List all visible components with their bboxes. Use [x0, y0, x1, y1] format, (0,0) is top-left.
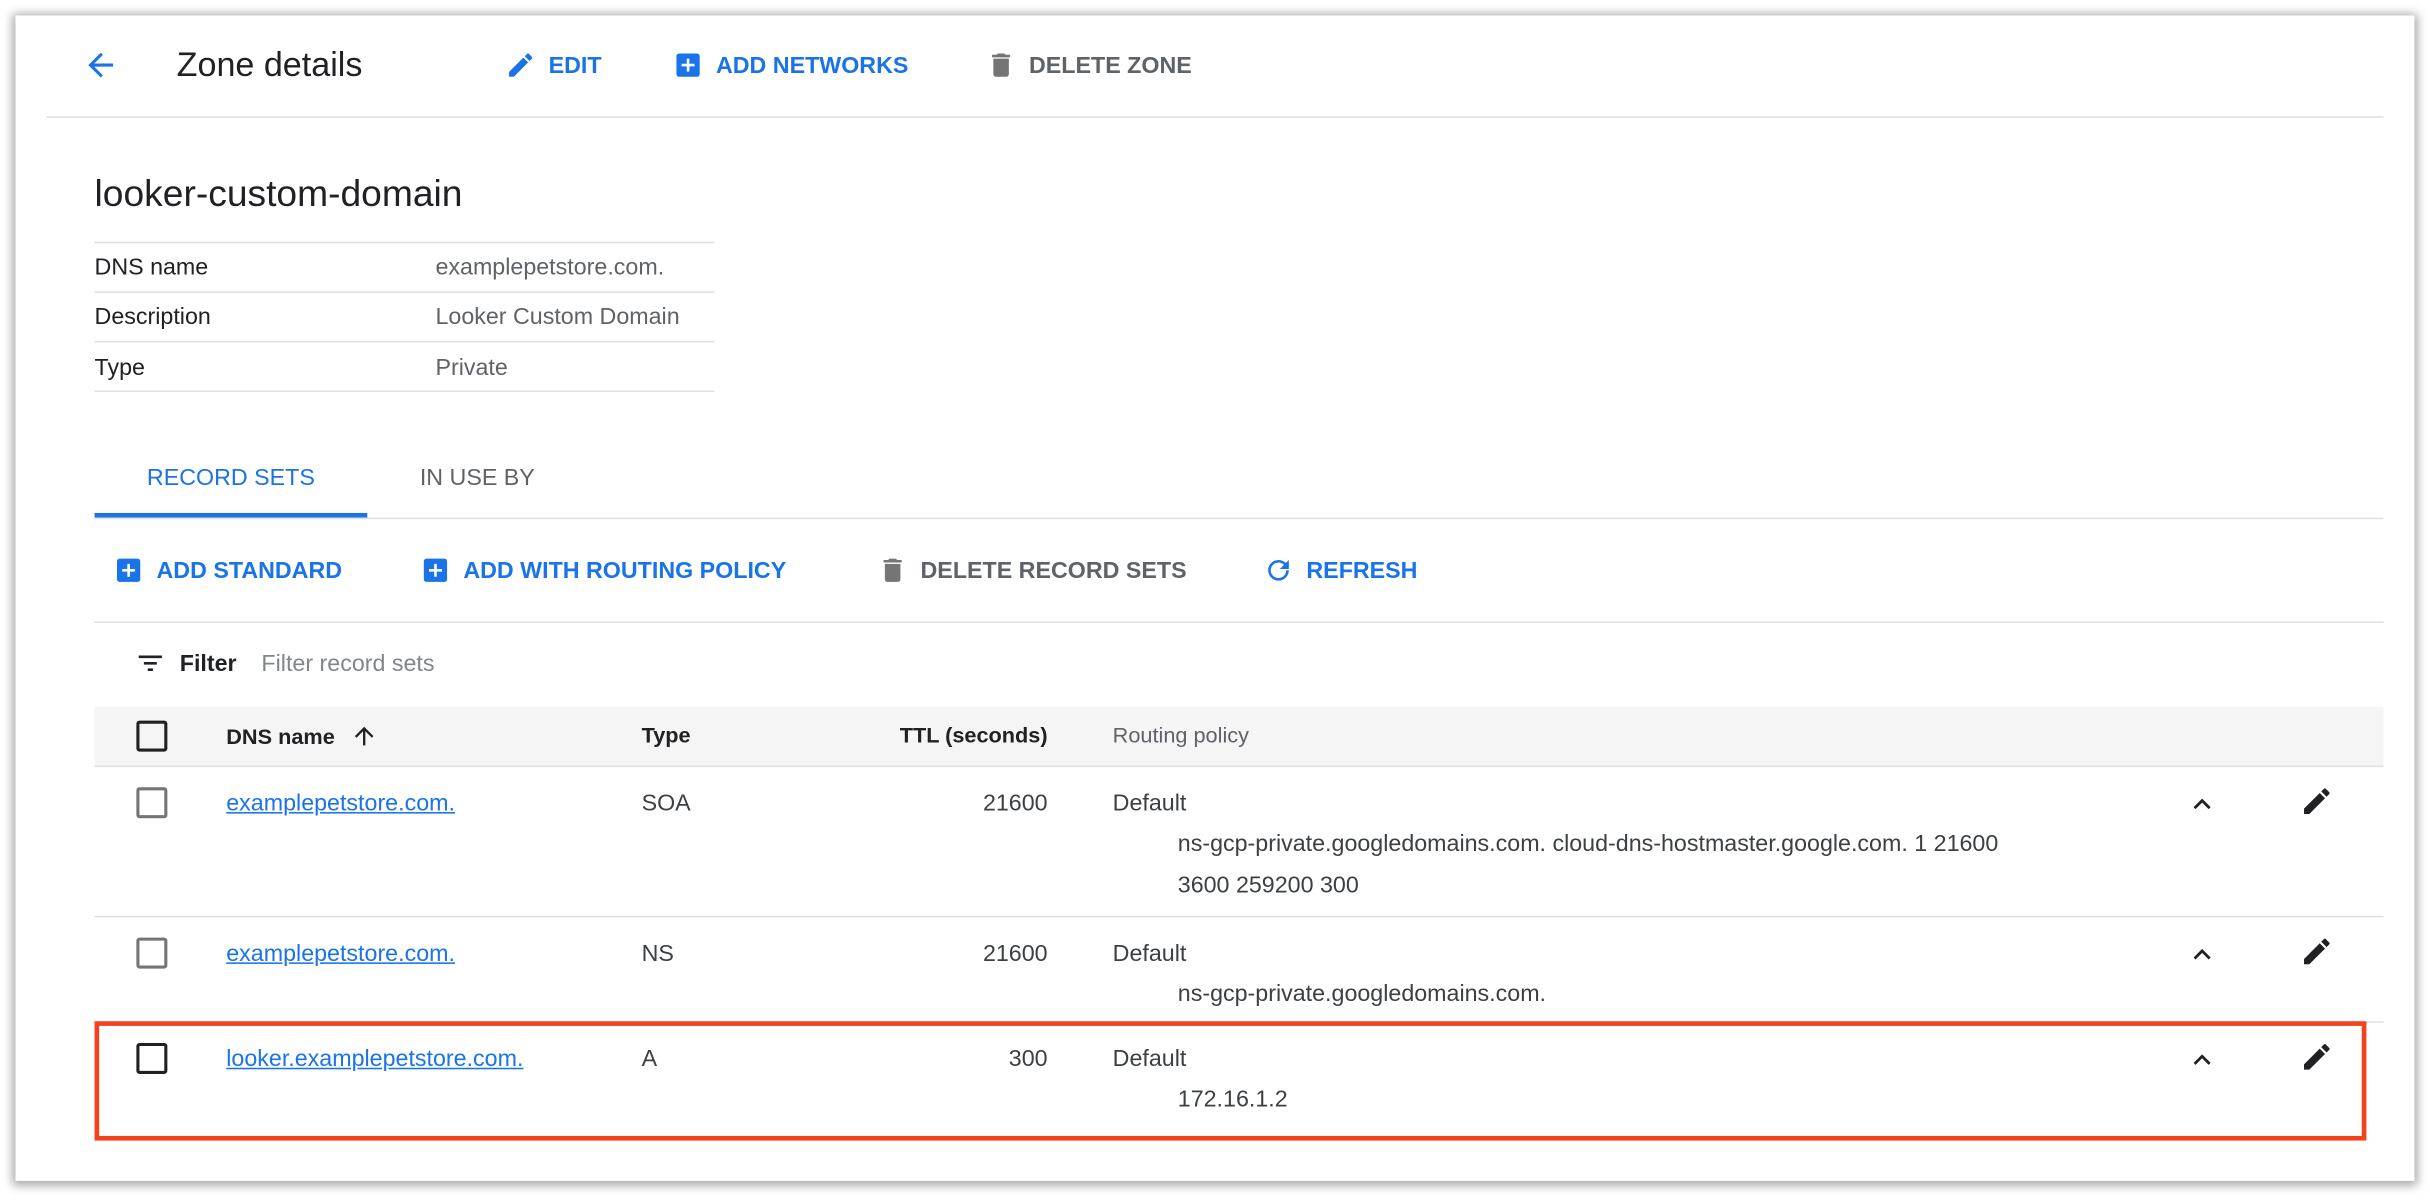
trash-icon — [883, 558, 902, 582]
back-button[interactable] — [81, 46, 121, 83]
filter-label: Filter — [179, 650, 237, 677]
column-label: DNS name — [226, 723, 335, 749]
highlight-box — [94, 1021, 2367, 1141]
row-checkbox[interactable] — [136, 787, 168, 819]
delete-zone-label: DELETE ZONE — [1029, 51, 1192, 79]
actions-divider — [94, 621, 2384, 623]
zone-details-window — [15, 15, 2415, 1181]
add-standard-label: ADD STANDARD — [156, 557, 343, 584]
row-checkbox[interactable] — [136, 937, 168, 969]
chevron-up-icon — [2193, 948, 2211, 960]
routing-policy: Default — [1112, 790, 1187, 817]
pencil-icon — [2304, 788, 2330, 814]
pencil-icon — [509, 53, 533, 77]
detail-label: Type — [94, 354, 145, 382]
arrow-back-icon — [88, 52, 114, 78]
column-ttl[interactable]: TTL (seconds) — [899, 722, 1048, 747]
routing-policy: Default — [1112, 1046, 1187, 1073]
detail-value: Looker Custom Domain — [435, 303, 680, 331]
column-type[interactable]: Type — [641, 722, 691, 747]
detail-label: Description — [94, 303, 211, 331]
arrow-up-icon — [354, 726, 374, 746]
edit-label: EDIT — [548, 51, 602, 79]
record-data: ns-gcp-private.googledomains.com. — [1177, 980, 1547, 1008]
header-divider — [46, 116, 2384, 118]
add-box-icon — [117, 558, 141, 582]
trash-icon — [992, 53, 1011, 77]
routing-policy: Default — [1112, 940, 1187, 968]
add-with-routing-policy-button[interactable]: ADD WITH ROUTING POLICY — [420, 555, 786, 586]
add-standard-button[interactable]: ADD STANDARD — [113, 555, 342, 586]
page-title: Zone details — [176, 44, 363, 84]
dns-name-link[interactable]: examplepetstore.com. — [226, 940, 455, 968]
record-ttl: 21600 — [982, 940, 1048, 968]
delete-zone-button[interactable]: DELETE ZONE — [986, 50, 1192, 81]
collapse-button[interactable] — [2185, 787, 2219, 821]
record-ttl: 21600 — [982, 790, 1048, 817]
edit-record-button[interactable] — [2300, 934, 2334, 968]
row-checkbox[interactable] — [136, 1042, 168, 1074]
chevron-up-icon — [2193, 1054, 2211, 1065]
row-divider — [94, 915, 2384, 918]
detail-value: examplepetstore.com. — [435, 254, 665, 281]
edit-record-button[interactable] — [2300, 1040, 2334, 1074]
dns-name-link[interactable]: examplepetstore.com. — [226, 790, 455, 817]
record-type: SOA — [641, 790, 691, 817]
refresh-label: REFRESH — [1306, 557, 1418, 584]
record-data: 3600 259200 300 — [1177, 872, 1359, 899]
select-all-checkbox[interactable] — [136, 720, 168, 752]
filter-bar[interactable]: Filter Filter record sets — [133, 648, 435, 679]
collapse-button[interactable] — [2185, 1043, 2219, 1077]
table-header — [94, 706, 2384, 768]
tabs-divider — [94, 517, 2384, 520]
filter-icon — [138, 655, 162, 672]
chevron-up-icon — [2193, 798, 2211, 810]
add-routing-label: ADD WITH ROUTING POLICY — [463, 557, 787, 584]
delete-records-label: DELETE RECORD SETS — [920, 557, 1187, 584]
details-divider — [94, 340, 715, 343]
filter-input[interactable]: Filter record sets — [261, 650, 435, 677]
details-divider — [94, 291, 715, 293]
record-data: ns-gcp-private.googledomains.com. cloud-… — [1177, 830, 1999, 857]
add-networks-label: ADD NETWORKS — [715, 51, 909, 79]
column-dns-name[interactable]: DNS name — [226, 722, 378, 750]
detail-label: DNS name — [94, 254, 209, 281]
edit-button[interactable]: EDIT — [505, 50, 602, 81]
tab-in-use-by[interactable]: IN USE BY — [419, 464, 535, 492]
record-data: 172.16.1.2 — [1177, 1086, 1288, 1113]
add-networks-button[interactable]: ADD NETWORKS — [673, 50, 909, 81]
column-routing-policy: Routing policy — [1112, 722, 1249, 747]
dns-name-link[interactable]: looker.examplepetstore.com. — [226, 1046, 524, 1073]
delete-record-sets-button[interactable]: DELETE RECORD SETS — [877, 555, 1187, 586]
pencil-icon — [2304, 1044, 2330, 1070]
details-divider — [94, 241, 715, 244]
edit-record-button[interactable] — [2300, 784, 2334, 818]
add-box-icon — [423, 558, 448, 582]
refresh-button[interactable]: REFRESH — [1263, 555, 1417, 586]
detail-value: Private — [435, 354, 508, 382]
details-divider — [94, 390, 715, 393]
refresh-icon — [1268, 559, 1289, 581]
pencil-icon — [2304, 938, 2330, 965]
record-type: NS — [641, 940, 674, 968]
record-ttl: 300 — [1008, 1046, 1048, 1073]
record-type: A — [641, 1046, 658, 1073]
collapse-button[interactable] — [2185, 938, 2219, 972]
zone-name: looker-custom-domain — [94, 173, 463, 216]
tab-record-sets[interactable]: RECORD SETS — [94, 446, 368, 518]
add-box-icon — [676, 53, 700, 77]
